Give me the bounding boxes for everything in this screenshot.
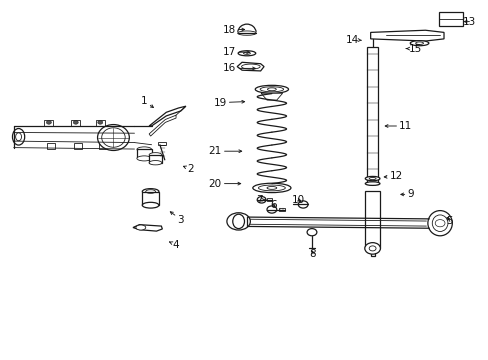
Ellipse shape (149, 153, 162, 157)
Text: 20: 20 (208, 179, 240, 189)
Bar (366, 47, 377, 184)
Text: 6: 6 (270, 200, 277, 210)
Circle shape (364, 243, 380, 254)
Text: 15: 15 (406, 44, 422, 54)
Text: 4: 4 (169, 240, 179, 250)
Circle shape (298, 201, 307, 208)
Polygon shape (370, 30, 443, 41)
Bar (278, 208, 284, 211)
Bar (370, 247, 374, 256)
Text: 5: 5 (446, 216, 452, 226)
Bar (47, 143, 55, 149)
Text: 3: 3 (170, 212, 184, 225)
Bar (96, 120, 104, 126)
Bar (149, 155, 162, 163)
Ellipse shape (98, 125, 129, 150)
Ellipse shape (365, 182, 379, 185)
Ellipse shape (255, 85, 288, 93)
Text: 16: 16 (223, 63, 255, 73)
Bar (71, 120, 80, 126)
Ellipse shape (409, 41, 428, 46)
Text: 8: 8 (309, 249, 316, 259)
Ellipse shape (149, 161, 162, 165)
Text: 1: 1 (141, 96, 153, 108)
Bar (99, 143, 106, 149)
Ellipse shape (237, 31, 256, 35)
Text: 10: 10 (291, 195, 304, 205)
Text: 7: 7 (255, 195, 264, 205)
Text: 2: 2 (183, 164, 194, 174)
Ellipse shape (232, 214, 244, 229)
Ellipse shape (365, 176, 379, 181)
Polygon shape (237, 62, 264, 71)
Circle shape (46, 121, 51, 124)
Ellipse shape (238, 51, 255, 56)
Bar (142, 192, 159, 205)
Bar (158, 142, 166, 145)
Text: 12: 12 (384, 171, 402, 181)
Text: 13: 13 (462, 17, 475, 27)
Ellipse shape (136, 225, 145, 230)
Ellipse shape (12, 129, 24, 145)
Ellipse shape (142, 202, 159, 208)
Ellipse shape (427, 211, 451, 236)
Text: 18: 18 (223, 24, 244, 35)
Circle shape (257, 197, 265, 203)
Bar (44, 120, 53, 126)
Ellipse shape (137, 147, 151, 152)
Text: 21: 21 (208, 146, 241, 156)
Text: 9: 9 (400, 189, 413, 199)
Polygon shape (261, 93, 282, 100)
Bar (137, 149, 151, 158)
Circle shape (73, 121, 78, 124)
Bar (365, 191, 379, 248)
Bar (438, 12, 462, 26)
Circle shape (98, 121, 102, 124)
Circle shape (266, 206, 276, 213)
Text: 11: 11 (385, 121, 412, 131)
Polygon shape (133, 225, 162, 231)
Circle shape (226, 213, 250, 230)
Bar (74, 143, 82, 149)
Bar (266, 198, 271, 201)
Text: 14: 14 (345, 35, 361, 45)
Text: 19: 19 (213, 98, 244, 108)
Ellipse shape (252, 183, 290, 193)
Ellipse shape (137, 156, 151, 161)
Ellipse shape (142, 189, 159, 194)
Text: 17: 17 (223, 47, 249, 57)
